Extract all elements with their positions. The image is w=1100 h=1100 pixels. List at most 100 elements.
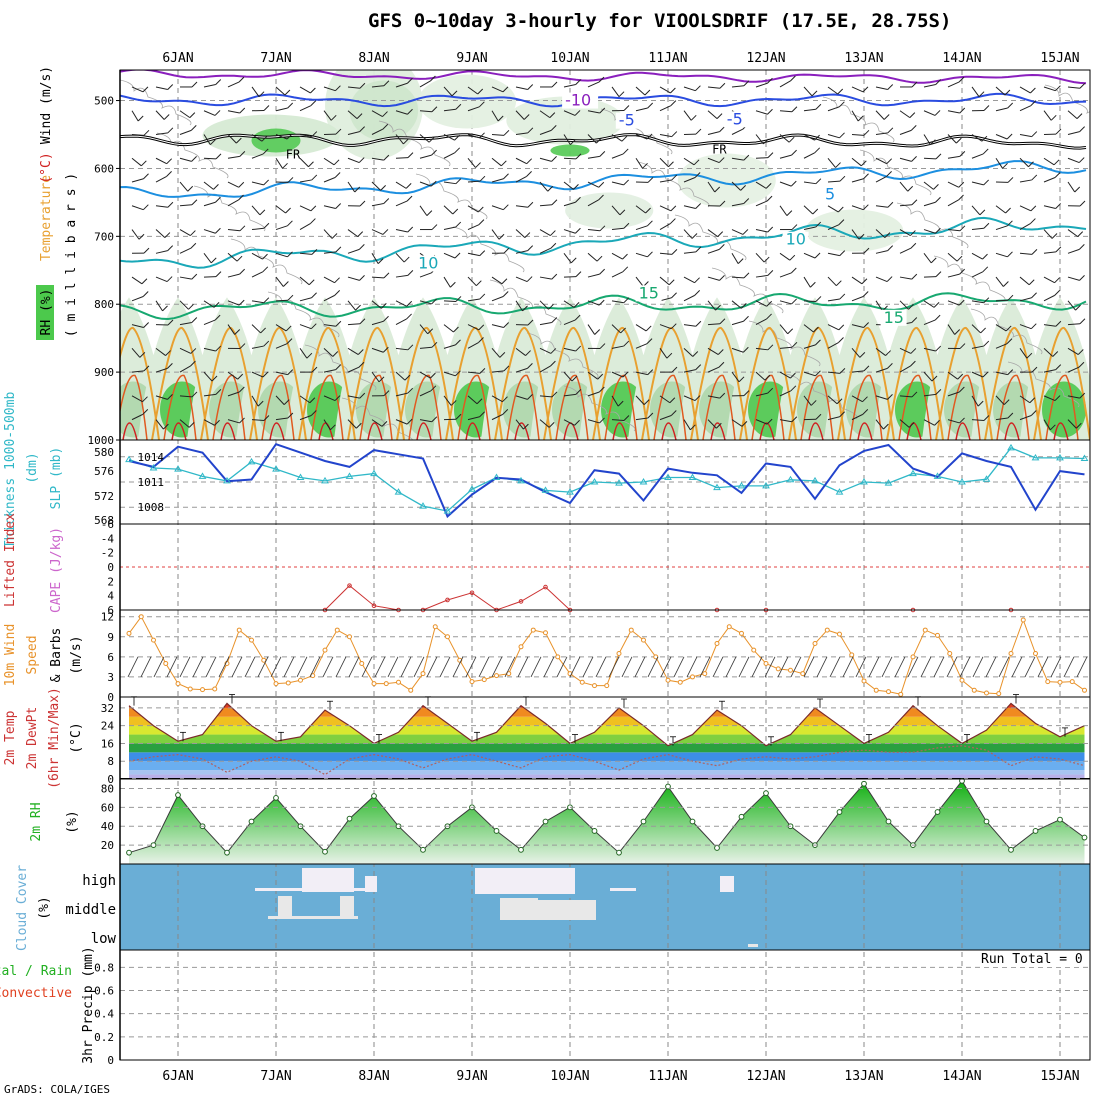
wind-barb-flag: [1054, 277, 1060, 284]
wind-barb: [995, 225, 1008, 231]
wind-barb: [491, 178, 504, 183]
wind-barb-flag: [764, 374, 771, 381]
surface-wind-barb: [842, 656, 854, 678]
wind-barb: [971, 371, 984, 378]
wind-barb: [827, 106, 840, 112]
wind-barb-flag: [167, 201, 174, 208]
wind-barb-flag: [407, 226, 414, 233]
wind-barb-flag: [430, 372, 436, 379]
wind-barb: [299, 105, 312, 112]
wind-barb: [299, 223, 311, 230]
wind-barb-flag: [956, 255, 963, 262]
wind-barb-flag: [575, 79, 582, 85]
wind-barb-flag: [1054, 290, 1061, 296]
wind-barb: [803, 152, 815, 159]
wind-barb: [515, 86, 528, 90]
wind-barb-flag: [909, 112, 916, 118]
wind-barb-flag: [167, 127, 174, 134]
wind-barb-flag: [283, 399, 290, 406]
wind-barb: [635, 276, 644, 287]
wind-barb-flag: [622, 371, 629, 378]
wind-barb-flag: [1030, 87, 1036, 94]
wind-barb: [467, 298, 480, 302]
wind-barb-flag: [695, 246, 702, 253]
wind-barb-flag: [715, 304, 721, 311]
wind-barb-flag: [982, 266, 989, 273]
thickness-point: [1007, 443, 1015, 451]
wind-barb: [443, 108, 456, 112]
wind-barb: [227, 300, 240, 306]
wind-speed-point: [371, 681, 377, 687]
wind-barb: [347, 366, 360, 373]
wind-barb-flag: [1031, 248, 1038, 255]
millibars-label: ( m i l l i b a r s ): [64, 173, 79, 337]
wind-barb: [995, 276, 1004, 287]
wind-barb: [707, 131, 720, 135]
wind-barb-flag: [838, 219, 845, 226]
wind-speed-point: [714, 640, 720, 646]
wind-barb-flag: [380, 185, 386, 191]
thickness-point: [737, 481, 746, 489]
wind-barb-flag: [935, 271, 942, 277]
wind-barb-flag: [310, 87, 316, 94]
wind-barb: [923, 371, 933, 382]
wind-barb-flag: [286, 133, 293, 140]
wind-barb-flag: [310, 205, 317, 212]
temp-contour-hot: [457, 374, 491, 440]
wind-barb: [491, 395, 503, 403]
wind-barb: [611, 395, 619, 407]
wind-barb-flag: [620, 327, 626, 334]
wind-barb-flag: [310, 323, 317, 330]
wind-speed-point: [800, 671, 806, 677]
thickness-point: [664, 473, 672, 481]
wind-barb-flag: [1002, 162, 1008, 169]
temp-contour-hottest: [171, 422, 187, 440]
wind-barb-flag: [740, 303, 747, 309]
wind-barb-flag: [959, 343, 966, 349]
wind-speed-point: [788, 667, 793, 673]
wind-barb: [1019, 179, 1032, 183]
wind-speed-point: [898, 691, 904, 697]
wind-barb: [419, 80, 431, 88]
temp-band: [129, 761, 1085, 771]
wind-barb: [539, 365, 551, 373]
wind-barb: [875, 347, 886, 356]
wind-barb: [1067, 86, 1080, 89]
wind-barb-flag: [862, 409, 869, 415]
wind-barb-flag: [1054, 395, 1061, 401]
wind-barb: [899, 229, 911, 236]
date-label-top: 15JAN: [1040, 51, 1079, 66]
rh-point: [1032, 828, 1039, 834]
wind-barb-flag: [599, 268, 605, 275]
wind-barb: [707, 300, 716, 311]
wind-barb: [1019, 276, 1030, 286]
wind-barb: [491, 133, 505, 136]
temp-contour-warm: [494, 326, 552, 440]
wind-barb-flag: [239, 107, 246, 114]
wind-barb: [707, 181, 716, 193]
surface-wind-barb: [816, 656, 828, 678]
wind-barb-flag: [1006, 133, 1013, 140]
date-label-top: 10JAN: [550, 51, 589, 66]
wind-barb-flag: [743, 198, 750, 204]
wind-barb: [659, 179, 672, 183]
wind-barb: [539, 347, 552, 354]
wind-barb-flag: [238, 386, 245, 393]
cloud-level-label: high: [82, 873, 116, 889]
wind-barb: [923, 393, 936, 397]
wind-barb-flag: [478, 337, 484, 343]
wind-barb-flag: [668, 161, 674, 168]
wind-barb-flag: [767, 152, 774, 158]
wind-barb: [539, 181, 549, 192]
surface-wind-barb: [907, 656, 919, 678]
wind-barb: [467, 276, 477, 287]
wind-barb: [155, 347, 166, 356]
wind-barb: [395, 200, 408, 207]
wind-barb-flag: [599, 107, 606, 114]
wind-barb: [1067, 157, 1080, 164]
wind-barb: [611, 345, 624, 349]
wind-barb: [539, 395, 552, 398]
wind-barb-flag: [694, 290, 701, 296]
wind-barb: [683, 347, 694, 357]
wind-barb: [323, 110, 332, 121]
